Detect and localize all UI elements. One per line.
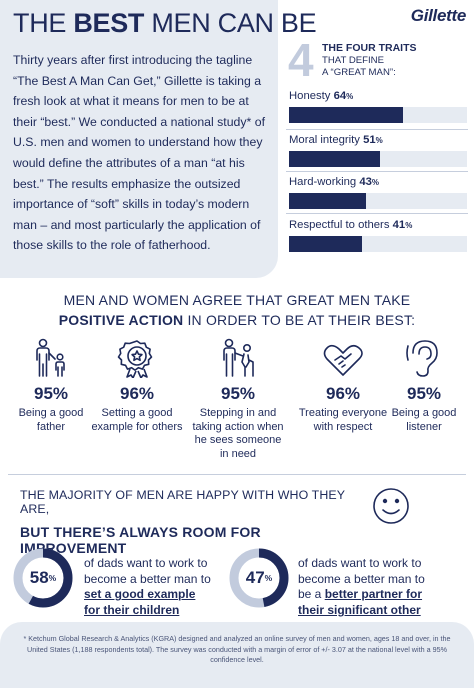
trait-label: Moral integrity 51% <box>289 134 467 149</box>
donut-value: 47 <box>245 568 265 587</box>
agree-section: MEN AND WOMEN AGREE THAT GREAT MEN TAKE … <box>0 292 474 328</box>
agree-heading-line2: POSITIVE ACTION IN ORDER TO BE AT THEIR … <box>0 312 474 328</box>
intro-panel: THE BEST MEN CAN BE Thirty years after f… <box>0 0 317 278</box>
trait-value: 41 <box>392 219 406 231</box>
action-desc: Treating everyone with respect <box>298 407 388 433</box>
trait-label: Respectful to others 41% <box>289 219 467 234</box>
donut-unit: % <box>48 573 57 583</box>
trait-bar-fill <box>289 107 403 123</box>
ear-icon <box>376 340 472 378</box>
trait-unit: % <box>375 136 383 145</box>
donut-unit: % <box>264 573 273 583</box>
trait-divider <box>286 129 468 130</box>
top-section: THE BEST MEN CAN BE Thirty years after f… <box>0 0 474 278</box>
action-pct: 96% <box>119 384 155 403</box>
action-desc: Being a good listener <box>391 407 457 433</box>
action-treating-respect: 96% Treating everyone with respect <box>295 340 391 434</box>
award-badge-icon <box>89 340 185 378</box>
trait-respectful: Respectful to others 41% <box>289 219 467 252</box>
stat-donut-47: 47% <box>229 548 289 613</box>
donut-label: 58% <box>13 548 73 608</box>
smiley-face-icon <box>371 486 411 531</box>
title-pre: THE <box>13 8 67 38</box>
traits-big-number: 4 <box>288 34 314 86</box>
title-bold: BEST <box>73 8 145 38</box>
agree-heading-rest: IN ORDER TO BE AT THEIR BEST: <box>183 312 416 328</box>
action-setting-example: 96% Setting a good example for others <box>89 340 185 434</box>
father-child-icon <box>3 338 99 378</box>
trait-hard-working: Hard-working 43% <box>289 176 467 209</box>
donut-label: 47% <box>229 548 289 608</box>
heart-hands-icon <box>295 340 391 378</box>
agree-heading-bold: POSITIVE ACTION <box>58 312 184 328</box>
trait-name: Hard-working <box>289 176 357 188</box>
trait-bar <box>289 107 467 123</box>
action-being-good-father: 95% Being a good father <box>3 338 99 434</box>
donut-value: 58 <box>29 568 49 587</box>
trait-honesty: Honesty 64% <box>289 90 467 123</box>
trait-bar <box>289 193 467 209</box>
trait-label: Honesty 64% <box>289 90 467 105</box>
stat-text-bold: set a good example for their children <box>84 587 196 617</box>
stat-text-58: of dads want to work to become a better … <box>84 556 212 618</box>
action-pct: 95% <box>220 384 256 403</box>
trait-value: 51 <box>363 134 376 146</box>
trait-unit: % <box>405 221 413 230</box>
action-desc: Being a good father <box>18 407 84 433</box>
section-divider <box>8 474 466 475</box>
action-good-listener: 95% Being a good listener <box>376 340 472 434</box>
trait-value: 64 <box>333 90 347 102</box>
trait-bar <box>289 236 467 252</box>
helping-person-icon <box>190 338 286 378</box>
traits-heading: THE FOUR TRAITS THAT DEFINE A “GREAT MAN… <box>322 42 417 80</box>
trait-unit: % <box>346 92 354 101</box>
improve-heading: THE MAJORITY OF MEN ARE HAPPY WITH WHO T… <box>20 488 360 556</box>
action-stepping-in: 95% Stepping in and taking action when h… <box>190 338 286 461</box>
action-pct: 96% <box>325 384 361 403</box>
action-desc: Stepping in and taking action when he se… <box>192 407 284 460</box>
stat-donut-58: 58% <box>13 548 73 613</box>
trait-bar-fill <box>289 236 362 252</box>
donut-arc <box>229 548 289 608</box>
stat-text-47: of dads want to work to become a better … <box>298 556 430 618</box>
title-post: MEN CAN BE <box>151 8 317 38</box>
footnote: * Ketchum Global Research & Analytics (K… <box>0 622 474 688</box>
stat-text-bold: better partner for their significant oth… <box>298 587 423 617</box>
trait-divider <box>286 171 468 172</box>
trait-unit: % <box>371 178 380 187</box>
agree-heading-line1: MEN AND WOMEN AGREE THAT GREAT MEN TAKE <box>63 292 411 308</box>
trait-divider <box>286 213 468 214</box>
stat-text: of dads want to work to become a better … <box>84 556 211 586</box>
intro-text: Thirty years after first introducing the… <box>13 53 266 253</box>
action-pct: 95% <box>33 384 69 403</box>
trait-name: Respectful to others <box>289 219 390 231</box>
page-title: THE BEST MEN CAN BE <box>13 8 317 38</box>
trait-bar-fill <box>289 193 366 209</box>
trait-label: Hard-working 43% <box>289 176 467 191</box>
trait-value: 43 <box>359 176 372 188</box>
trait-name: Honesty <box>289 90 331 102</box>
trait-bar-fill <box>289 151 380 167</box>
action-desc: Setting a good example for others <box>91 407 183 433</box>
action-pct: 95% <box>406 384 442 403</box>
trait-bar <box>289 151 467 167</box>
donut-arc <box>13 548 73 608</box>
traits-heading-line1: THE FOUR TRAITS <box>322 42 417 54</box>
traits-heading-line2: THAT DEFINE <box>322 54 385 66</box>
stat-text: of dads want to work to become a better … <box>298 556 425 601</box>
brand-logo: Gillette <box>410 6 467 25</box>
trait-moral-integrity: Moral integrity 51% <box>289 134 467 167</box>
trait-name: Moral integrity <box>289 134 360 146</box>
improve-heading-line1: THE MAJORITY OF MEN ARE HAPPY WITH WHO T… <box>20 488 345 516</box>
traits-heading-line3: A “GREAT MAN”: <box>322 67 396 78</box>
